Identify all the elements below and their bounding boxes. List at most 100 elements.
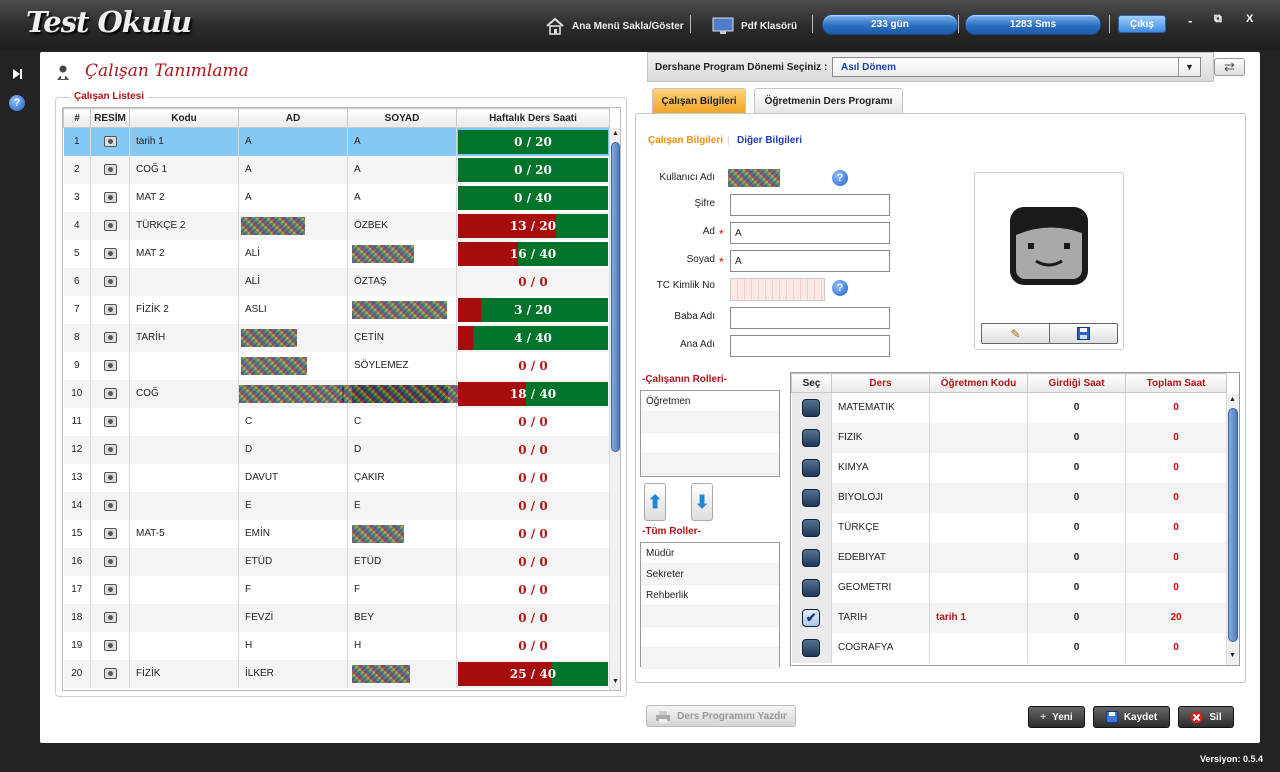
table-row[interactable]: 12 D D 0 / 0	[63, 435, 610, 464]
scroll-down-icon[interactable]: ▼	[1229, 652, 1236, 659]
role-item[interactable]: Öğretmen	[641, 391, 779, 412]
photo-cell[interactable]	[90, 547, 130, 576]
menu-toggle-button[interactable]: Ana Menü Sakla/Göster	[545, 17, 684, 35]
table-row[interactable]: 3 MAT 2 A A 0 / 40	[63, 183, 610, 212]
help-icon[interactable]: ?	[832, 170, 848, 186]
column-header[interactable]: Haftalık Ders Saati	[456, 108, 610, 128]
photo-cell[interactable]	[90, 239, 130, 268]
save-button[interactable]: Kaydet	[1093, 706, 1170, 728]
courses-scroll-thumb[interactable]	[1228, 408, 1238, 642]
role-item[interactable]: Müdür	[641, 543, 779, 564]
table-row[interactable]: 14 E E 0 / 0	[63, 491, 610, 520]
courses-scrollbar[interactable]: ▲ ▼	[1226, 394, 1239, 665]
table-row[interactable]: 17 F F 0 / 0	[63, 575, 610, 604]
refresh-button[interactable]: ⇄	[1214, 58, 1245, 76]
role-item[interactable]	[641, 433, 779, 454]
table-row[interactable]: 16 ETÜD ETÜD 0 / 0	[63, 547, 610, 576]
table-row[interactable]: 19 H H 0 / 0	[63, 631, 610, 660]
scroll-up-icon[interactable]: ▲	[1229, 396, 1236, 403]
course-row[interactable]: EDEBIYAT 0 0	[791, 542, 1227, 573]
table-row[interactable]: 1 tarih 1 A A 0 / 20	[63, 127, 610, 156]
column-header[interactable]: SOYAD	[347, 108, 457, 128]
column-header[interactable]: Seç	[791, 373, 832, 393]
column-header[interactable]: #	[63, 108, 91, 128]
course-checkbox[interactable]	[802, 578, 821, 597]
photo-cell[interactable]	[90, 435, 130, 464]
scroll-up-icon[interactable]: ▲	[612, 130, 619, 137]
photo-cell[interactable]	[90, 295, 130, 324]
table-row[interactable]: 5 MAT 2 ALİ 16 / 40	[63, 239, 610, 268]
tc-id-field[interactable]	[730, 278, 825, 301]
scroll-down-icon[interactable]: ▼	[612, 678, 619, 685]
course-row[interactable]: COGRAFYA 0 0	[791, 632, 1227, 663]
photo-cell[interactable]	[90, 351, 130, 380]
all-roles-list[interactable]: Müdür Sekreter Rehberlik	[640, 542, 780, 669]
surname-field[interactable]: A	[730, 250, 890, 272]
move-up-button[interactable]: ⬆	[644, 483, 666, 521]
column-header[interactable]: Kodu	[129, 108, 239, 128]
minimize-button[interactable]: -	[1188, 13, 1193, 28]
photo-cell[interactable]	[90, 323, 130, 352]
photo-cell[interactable]	[90, 603, 130, 632]
name-field[interactable]: A	[730, 222, 890, 244]
photo-cell[interactable]	[90, 407, 130, 436]
new-button[interactable]: + Yeni	[1028, 706, 1085, 728]
tab-teacher-schedule[interactable]: Öğretmenin Ders Programı	[754, 88, 903, 113]
role-item[interactable]: Rehberlik	[641, 585, 779, 606]
edit-photo-button[interactable]: ✎	[982, 324, 1050, 343]
password-field[interactable]	[730, 194, 890, 216]
course-row[interactable]: KIMYA 0 0	[791, 452, 1227, 483]
course-checkbox[interactable]	[802, 548, 821, 567]
help-sidebar-icon[interactable]: ?	[9, 95, 25, 111]
arrow-right-icon[interactable]	[9, 66, 25, 82]
photo-cell[interactable]	[90, 267, 130, 296]
table-row[interactable]: 15 MAT-5 EMİN 0 / 0	[63, 519, 610, 548]
photo-cell[interactable]	[90, 463, 130, 492]
restore-button[interactable]: ⧉	[1214, 13, 1222, 25]
photo-cell[interactable]	[90, 631, 130, 660]
course-row[interactable]: BIYOLOJI 0 0	[791, 482, 1227, 513]
photo-cell[interactable]	[90, 183, 130, 212]
employee-roles-list[interactable]: Öğretmen	[640, 390, 780, 477]
role-item[interactable]	[641, 454, 779, 475]
column-header[interactable]: AD	[238, 108, 348, 128]
print-schedule-button[interactable]: Ders Programını Yazdır	[646, 705, 796, 727]
course-row[interactable]: TÜRKÇE 0 0	[791, 512, 1227, 543]
course-checkbox[interactable]	[802, 458, 821, 477]
role-item[interactable]	[641, 412, 779, 433]
subtab-employee-info[interactable]: Çalışan Bilgileri	[648, 135, 724, 146]
course-row[interactable]: ✔ TARIH tarih 1 0 20	[791, 602, 1227, 633]
course-row[interactable]: FIZIK 0 0	[791, 422, 1227, 453]
course-checkbox[interactable]	[802, 488, 821, 507]
role-item[interactable]	[641, 627, 779, 648]
photo-cell[interactable]	[90, 211, 130, 240]
close-button[interactable]: X	[1246, 13, 1254, 25]
course-checkbox[interactable]	[802, 398, 821, 417]
save-photo-button[interactable]	[1050, 324, 1117, 343]
course-row[interactable]: GEOMETRI 0 0	[791, 572, 1227, 603]
photo-cell[interactable]	[90, 155, 130, 184]
period-select[interactable]: Asıl Dönem ▼	[832, 57, 1201, 77]
move-down-button[interactable]: ⬇	[691, 483, 713, 521]
father-name-field[interactable]	[730, 307, 890, 329]
column-header[interactable]: Ders	[831, 373, 930, 393]
table-row[interactable]: 4 TÜRKÇE 2 ÖZBEK 13 / 20	[63, 211, 610, 240]
course-checkbox[interactable]: ✔	[802, 608, 821, 627]
table-row[interactable]: 6 ALİ ÖZTAŞ 0 / 0	[63, 267, 610, 296]
table-row[interactable]: 11 C C 0 / 0	[63, 407, 610, 436]
delete-button[interactable]: Sil	[1178, 706, 1234, 728]
column-header[interactable]: Öğretmen Kodu	[929, 373, 1028, 393]
table-row[interactable]: 9 SÖYLEMEZ 0 / 0	[63, 351, 610, 380]
photo-cell[interactable]	[90, 575, 130, 604]
photo-cell[interactable]	[90, 659, 130, 688]
photo-cell[interactable]	[90, 519, 130, 548]
course-checkbox[interactable]	[802, 638, 821, 657]
tab-employee-info[interactable]: Çalışan Bilgileri	[652, 88, 746, 113]
photo-cell[interactable]	[90, 379, 130, 408]
help-icon[interactable]: ?	[832, 280, 848, 296]
table-row[interactable]: 7 FİZİK 2 ASLI 3 / 20	[63, 295, 610, 324]
mother-name-field[interactable]	[730, 335, 890, 357]
exit-button[interactable]: Çıkış	[1118, 15, 1166, 33]
table-row[interactable]: 13 DAVUT ÇAKIR 0 / 0	[63, 463, 610, 492]
table-row[interactable]: 20 FİZİK İLKER 25 / 40	[63, 659, 610, 688]
